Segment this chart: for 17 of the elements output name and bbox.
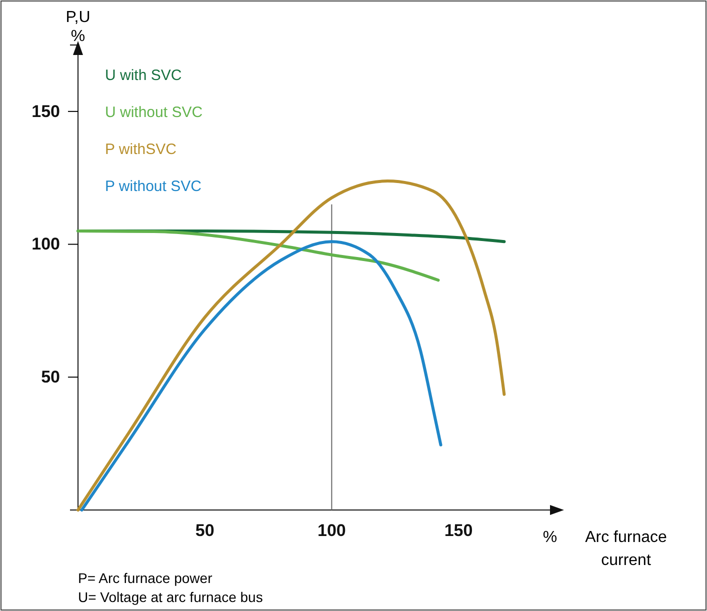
- text: P withSVC: [105, 141, 177, 158]
- x-tick-label: 50: [195, 521, 214, 540]
- y-tick-label: 150: [32, 102, 60, 121]
- y-tick-label: 50: [41, 368, 60, 387]
- text: U with SVC: [105, 67, 182, 84]
- line-series: [76, 180, 506, 512]
- y-tick-label: 100: [32, 234, 60, 254]
- text: P= Arc furnace power: [78, 570, 213, 586]
- y-axis-title: P,U %: [66, 9, 90, 45]
- line-series: [80, 240, 442, 512]
- text: % Arc furnace current: [542, 529, 667, 569]
- line-series: [76, 230, 440, 282]
- text: P without SVC: [105, 178, 202, 195]
- x-tick-label: 150: [444, 521, 473, 540]
- text: U= Voltage at arc furnace bus: [78, 589, 263, 605]
- text: U without SVC: [105, 104, 203, 121]
- x-tick-label: 100: [317, 521, 346, 540]
